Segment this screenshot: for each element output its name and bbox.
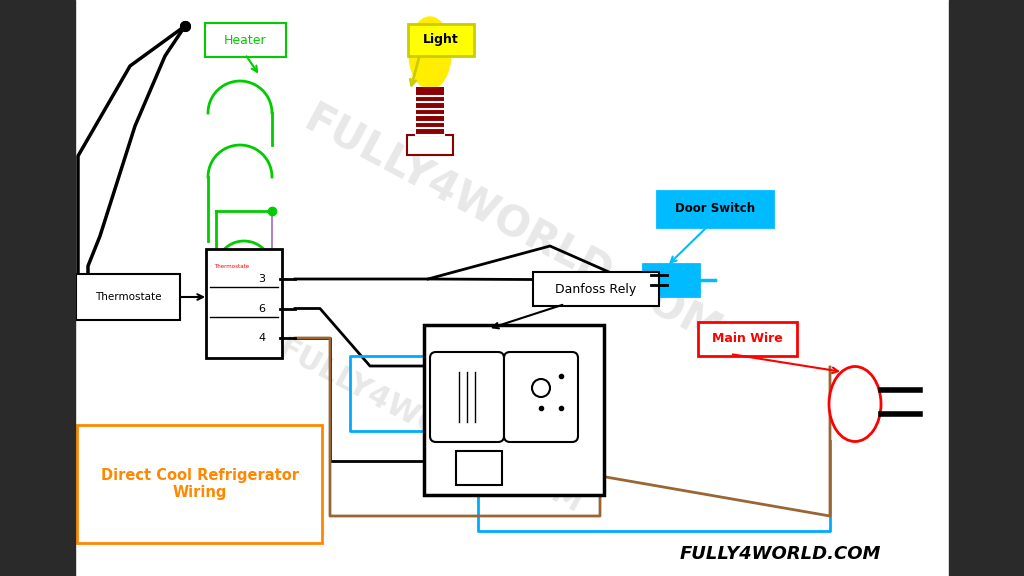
Ellipse shape (829, 366, 881, 441)
FancyBboxPatch shape (456, 451, 502, 485)
Bar (949, 0, 1024, 576)
FancyBboxPatch shape (77, 425, 322, 543)
Text: Thermostate: Thermostate (95, 292, 161, 302)
Text: Heater: Heater (224, 33, 267, 47)
FancyBboxPatch shape (408, 24, 474, 56)
FancyBboxPatch shape (430, 352, 504, 442)
FancyBboxPatch shape (206, 249, 282, 358)
Text: Light: Light (423, 33, 459, 47)
FancyBboxPatch shape (76, 274, 180, 320)
Text: FULLY4WORLD.COM: FULLY4WORLD.COM (272, 334, 587, 519)
Text: 3: 3 (258, 274, 265, 284)
Text: Door Switch: Door Switch (675, 203, 755, 215)
Circle shape (532, 379, 550, 397)
FancyBboxPatch shape (657, 191, 773, 227)
FancyBboxPatch shape (643, 264, 699, 296)
Text: Main Wire: Main Wire (712, 332, 783, 346)
Text: 4: 4 (258, 333, 265, 343)
Text: 6: 6 (258, 304, 265, 313)
FancyBboxPatch shape (534, 272, 659, 306)
FancyBboxPatch shape (504, 352, 578, 442)
FancyBboxPatch shape (424, 325, 604, 495)
Text: Direct Cool Refrigerator
Wiring: Direct Cool Refrigerator Wiring (101, 468, 299, 500)
FancyBboxPatch shape (407, 135, 453, 155)
Text: Danfoss Rely: Danfoss Rely (555, 282, 637, 295)
FancyBboxPatch shape (698, 322, 797, 356)
Ellipse shape (409, 17, 451, 89)
Text: FULLY4WORLD.COM: FULLY4WORLD.COM (296, 98, 728, 354)
FancyBboxPatch shape (205, 23, 286, 57)
Text: FULLY4WORLD.COM: FULLY4WORLD.COM (679, 545, 881, 563)
FancyBboxPatch shape (416, 87, 444, 139)
Bar (0, 0, 75, 576)
Text: Thermostate: Thermostate (214, 263, 249, 268)
